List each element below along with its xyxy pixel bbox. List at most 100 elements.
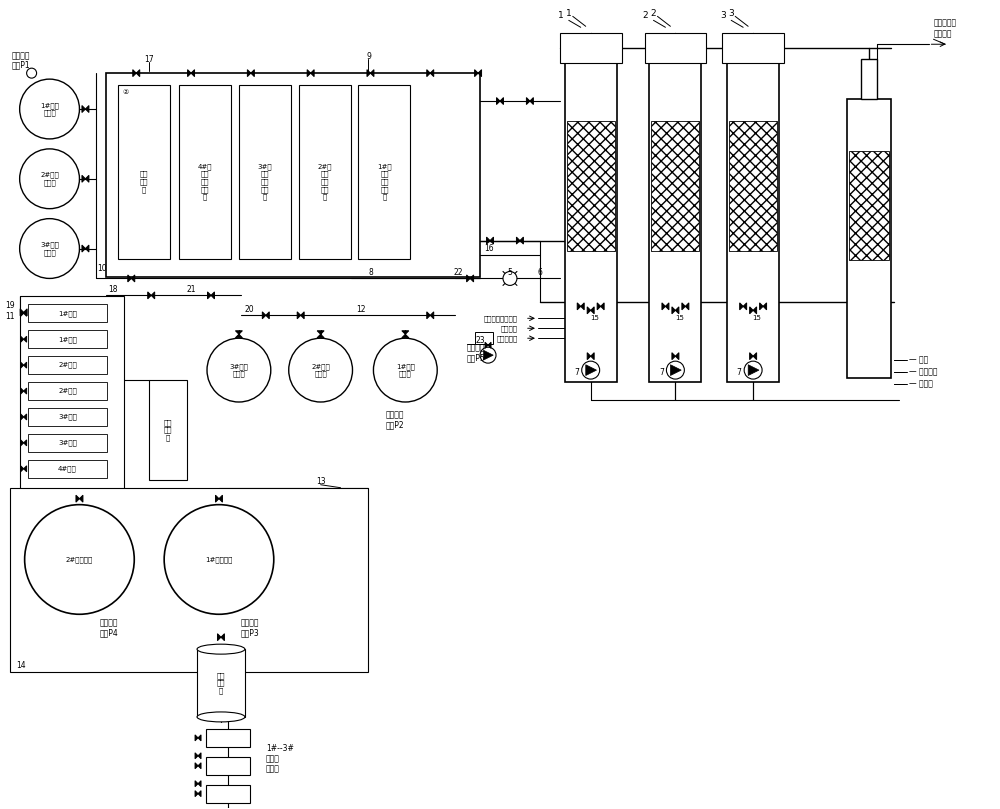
Bar: [299, 85, 351, 260]
Text: 机械化氨水澄清槽: 机械化氨水澄清槽: [484, 315, 518, 322]
Polygon shape: [235, 334, 242, 337]
Polygon shape: [430, 311, 434, 319]
Ellipse shape: [197, 712, 245, 722]
Polygon shape: [748, 365, 759, 375]
Polygon shape: [195, 735, 198, 741]
Polygon shape: [581, 303, 584, 310]
Bar: [567, 121, 615, 251]
Text: 7: 7: [737, 367, 742, 377]
Circle shape: [20, 218, 79, 278]
Polygon shape: [131, 275, 135, 282]
Text: 15: 15: [590, 316, 599, 321]
Polygon shape: [198, 735, 201, 741]
Bar: [565, 63, 617, 382]
Polygon shape: [24, 309, 27, 316]
Circle shape: [289, 338, 353, 402]
Bar: [649, 63, 701, 382]
Polygon shape: [133, 70, 136, 77]
Polygon shape: [753, 353, 757, 360]
Bar: [849, 150, 889, 260]
Text: — 硫铵母液: — 硫铵母液: [909, 367, 937, 377]
Text: 15: 15: [675, 316, 684, 321]
Circle shape: [373, 338, 437, 402]
Polygon shape: [211, 292, 214, 299]
Polygon shape: [402, 331, 409, 334]
Text: — 稀碱: — 稀碱: [909, 356, 928, 365]
Polygon shape: [20, 309, 24, 316]
Text: 9: 9: [366, 52, 371, 61]
Text: 3: 3: [720, 11, 726, 20]
Text: 3#循环
氨水槽: 3#循环 氨水槽: [229, 363, 248, 377]
Text: 母液贮槽: 母液贮槽: [501, 325, 518, 332]
Polygon shape: [195, 753, 198, 759]
Text: 2#焦油贮槽: 2#焦油贮槽: [66, 556, 93, 563]
Polygon shape: [311, 70, 314, 77]
Text: 3#剩余
氨水槽: 3#剩余 氨水槽: [40, 241, 59, 256]
Text: 1#循环
氨水槽: 1#循环 氨水槽: [396, 363, 415, 377]
Polygon shape: [251, 70, 254, 77]
Text: 1#焦油贮槽: 1#焦油贮槽: [205, 556, 233, 563]
Bar: [118, 85, 170, 260]
Text: 压力检测: 压力检测: [12, 52, 30, 61]
Polygon shape: [85, 176, 89, 182]
Bar: [28, 304, 107, 322]
Polygon shape: [665, 303, 669, 310]
Polygon shape: [743, 303, 747, 310]
Bar: [28, 460, 107, 478]
Bar: [28, 408, 107, 426]
Polygon shape: [188, 70, 191, 77]
Text: 3#气浮: 3#气浮: [58, 413, 77, 420]
Bar: [358, 85, 410, 260]
Text: 剩余氨水槽: 剩余氨水槽: [497, 335, 518, 341]
Text: 4#气浮: 4#气浮: [58, 465, 77, 472]
Bar: [28, 356, 107, 374]
Text: 洗净后气体: 洗净后气体: [934, 19, 957, 28]
Polygon shape: [21, 440, 24, 446]
Polygon shape: [597, 303, 601, 310]
Polygon shape: [587, 353, 591, 360]
Circle shape: [27, 68, 37, 78]
Polygon shape: [85, 245, 89, 252]
Bar: [475, 332, 493, 344]
Polygon shape: [685, 303, 689, 310]
Text: 装置P5: 装置P5: [467, 354, 486, 362]
Text: 焦油
分离
器: 焦油 分离 器: [140, 171, 148, 193]
Text: 达标排放: 达标排放: [934, 30, 952, 39]
Polygon shape: [217, 633, 221, 641]
Bar: [651, 121, 699, 251]
Text: 装置P1: 装置P1: [12, 61, 30, 70]
Polygon shape: [526, 98, 530, 104]
Bar: [206, 729, 250, 747]
Polygon shape: [219, 495, 222, 502]
Polygon shape: [672, 307, 675, 314]
Circle shape: [582, 361, 600, 379]
Text: 3: 3: [728, 9, 734, 18]
Text: 13: 13: [316, 477, 325, 486]
Polygon shape: [297, 311, 301, 319]
Polygon shape: [470, 275, 474, 282]
Polygon shape: [148, 292, 151, 299]
Polygon shape: [85, 105, 89, 112]
Text: 18: 18: [109, 285, 118, 294]
Polygon shape: [21, 466, 24, 472]
Polygon shape: [82, 176, 85, 182]
Polygon shape: [516, 237, 520, 244]
Text: 装置P2: 装置P2: [385, 421, 404, 430]
Bar: [729, 121, 777, 251]
Bar: [861, 59, 877, 99]
Polygon shape: [760, 303, 763, 310]
Polygon shape: [763, 303, 767, 310]
Polygon shape: [475, 70, 478, 77]
Circle shape: [744, 361, 762, 379]
Polygon shape: [672, 353, 675, 360]
Text: 1#气浮: 1#气浮: [58, 310, 77, 316]
Polygon shape: [430, 70, 434, 77]
Polygon shape: [24, 440, 27, 446]
Circle shape: [25, 505, 134, 614]
Polygon shape: [478, 70, 482, 77]
Polygon shape: [24, 337, 27, 342]
Bar: [28, 382, 107, 400]
Polygon shape: [208, 292, 211, 299]
Polygon shape: [76, 495, 79, 502]
Polygon shape: [21, 362, 24, 368]
